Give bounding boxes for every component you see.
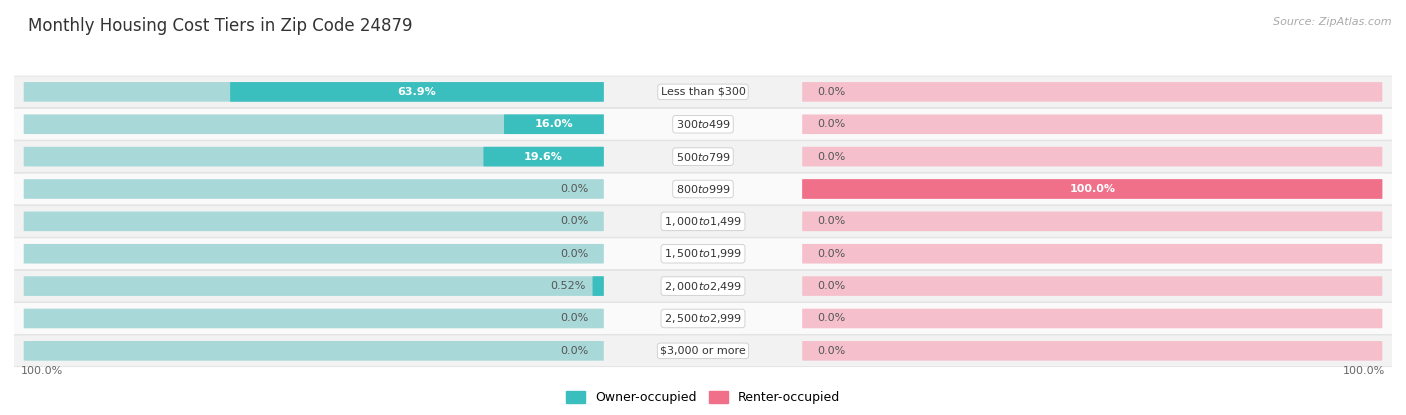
- FancyBboxPatch shape: [803, 309, 1382, 328]
- FancyBboxPatch shape: [803, 276, 1382, 296]
- FancyBboxPatch shape: [592, 276, 603, 296]
- FancyBboxPatch shape: [803, 147, 1382, 166]
- FancyBboxPatch shape: [7, 173, 1399, 205]
- FancyBboxPatch shape: [803, 179, 1382, 199]
- FancyBboxPatch shape: [7, 238, 1399, 270]
- FancyBboxPatch shape: [24, 147, 603, 166]
- Text: Monthly Housing Cost Tiers in Zip Code 24879: Monthly Housing Cost Tiers in Zip Code 2…: [28, 17, 412, 34]
- Text: 0.0%: 0.0%: [817, 281, 845, 291]
- FancyBboxPatch shape: [7, 108, 1399, 140]
- Text: 0.0%: 0.0%: [817, 87, 845, 97]
- FancyBboxPatch shape: [803, 115, 1382, 134]
- FancyBboxPatch shape: [7, 76, 1399, 108]
- Text: Source: ZipAtlas.com: Source: ZipAtlas.com: [1274, 17, 1392, 27]
- Text: 100.0%: 100.0%: [1069, 184, 1115, 194]
- FancyBboxPatch shape: [7, 141, 1399, 173]
- Text: 0.0%: 0.0%: [817, 313, 845, 323]
- Text: 0.0%: 0.0%: [561, 346, 589, 356]
- Text: $500 to $799: $500 to $799: [675, 151, 731, 163]
- FancyBboxPatch shape: [7, 205, 1399, 237]
- Text: $1,000 to $1,499: $1,000 to $1,499: [664, 215, 742, 228]
- Text: 0.0%: 0.0%: [817, 216, 845, 226]
- FancyBboxPatch shape: [231, 82, 603, 102]
- Text: $3,000 or more: $3,000 or more: [661, 346, 745, 356]
- FancyBboxPatch shape: [484, 147, 603, 166]
- FancyBboxPatch shape: [7, 270, 1399, 302]
- Text: 0.0%: 0.0%: [817, 119, 845, 129]
- Text: 63.9%: 63.9%: [398, 87, 436, 97]
- Text: 0.0%: 0.0%: [817, 151, 845, 161]
- Text: 16.0%: 16.0%: [534, 119, 574, 129]
- FancyBboxPatch shape: [24, 244, 603, 264]
- FancyBboxPatch shape: [24, 341, 603, 361]
- Text: 0.0%: 0.0%: [561, 249, 589, 259]
- Text: 0.52%: 0.52%: [550, 281, 586, 291]
- FancyBboxPatch shape: [24, 276, 603, 296]
- Text: 0.0%: 0.0%: [817, 249, 845, 259]
- Text: 0.0%: 0.0%: [561, 216, 589, 226]
- Text: 0.0%: 0.0%: [561, 313, 589, 323]
- Text: $2,000 to $2,499: $2,000 to $2,499: [664, 280, 742, 293]
- Text: $800 to $999: $800 to $999: [675, 183, 731, 195]
- Text: $300 to $499: $300 to $499: [675, 118, 731, 130]
- FancyBboxPatch shape: [803, 244, 1382, 264]
- FancyBboxPatch shape: [803, 212, 1382, 231]
- Text: 100.0%: 100.0%: [1343, 366, 1385, 376]
- Text: 100.0%: 100.0%: [21, 366, 63, 376]
- FancyBboxPatch shape: [24, 309, 603, 328]
- Text: $1,500 to $1,999: $1,500 to $1,999: [664, 247, 742, 260]
- Text: 19.6%: 19.6%: [524, 151, 562, 161]
- FancyBboxPatch shape: [24, 115, 603, 134]
- Text: Less than $300: Less than $300: [661, 87, 745, 97]
- Text: 0.0%: 0.0%: [817, 346, 845, 356]
- FancyBboxPatch shape: [24, 82, 603, 102]
- FancyBboxPatch shape: [803, 341, 1382, 361]
- FancyBboxPatch shape: [7, 335, 1399, 367]
- Text: $2,500 to $2,999: $2,500 to $2,999: [664, 312, 742, 325]
- FancyBboxPatch shape: [24, 212, 603, 231]
- FancyBboxPatch shape: [503, 115, 603, 134]
- Text: 0.0%: 0.0%: [561, 184, 589, 194]
- FancyBboxPatch shape: [803, 82, 1382, 102]
- Legend: Owner-occupied, Renter-occupied: Owner-occupied, Renter-occupied: [561, 386, 845, 409]
- FancyBboxPatch shape: [7, 303, 1399, 334]
- FancyBboxPatch shape: [24, 179, 603, 199]
- FancyBboxPatch shape: [803, 179, 1382, 199]
